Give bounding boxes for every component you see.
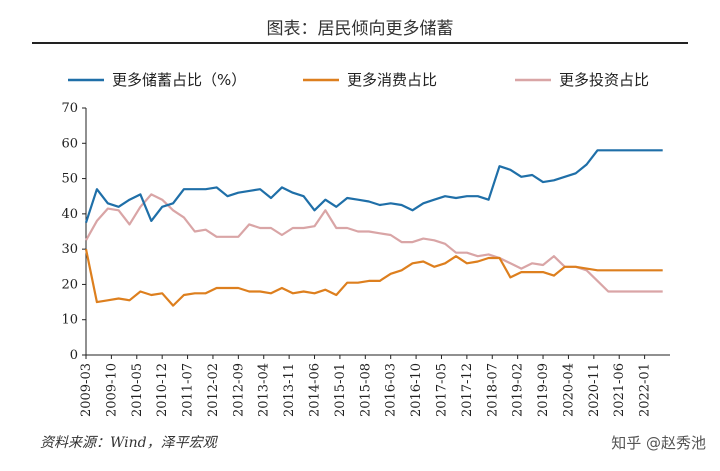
x-tick-label: 2016-03 (384, 363, 399, 417)
x-tick-label: 2020-04 (561, 363, 576, 417)
y-tick-label: 0 (70, 348, 78, 363)
x-tick-label: 2015-08 (358, 363, 373, 417)
series-lines (84, 149, 663, 307)
y-tick-label: 10 (61, 313, 78, 328)
legend: 更多储蓄占比（%） 更多消费占比 更多投资占比 (68, 71, 649, 89)
x-tick-label: 2012-09 (231, 363, 246, 417)
x-tick-label: 2010-12 (155, 363, 170, 417)
title-rule (32, 42, 688, 44)
x-tick-label: 2017-05 (434, 363, 449, 417)
x-tick-label: 2010-05 (130, 363, 145, 417)
series-line-1 (84, 149, 663, 224)
x-tick-label: 2019-02 (511, 363, 526, 417)
series-line-2 (84, 248, 663, 307)
x-tick-label: 2009-03 (79, 363, 94, 417)
chart-title: 图表：居民倾向更多储蓄 (266, 19, 454, 39)
x-tick-label: 2012-02 (206, 363, 221, 417)
y-tick-label: 20 (61, 277, 78, 292)
x-tick-label: 2022-01 (638, 363, 653, 417)
legend-label-3: 更多投资占比 (559, 71, 649, 89)
y-tick-label: 40 (61, 207, 78, 222)
x-tick-label: 2018-07 (485, 363, 500, 417)
legend-label-2: 更多消费占比 (347, 71, 437, 89)
x-tick-label: 2017-12 (460, 363, 475, 417)
y-tick-label: 70 (61, 101, 78, 116)
y-tick-label: 60 (61, 136, 78, 151)
x-tick-label: 2019-09 (536, 363, 551, 417)
x-tick-label: 2020-11 (587, 363, 602, 417)
x-tick-label: 2013-04 (257, 363, 272, 417)
axes: 0 10 20 30 40 50 60 70 2009-03 2009-10 2010-05 2010… (61, 101, 670, 417)
x-tick-label: 2014-06 (308, 363, 323, 417)
watermark: 知乎 @赵秀池 (611, 434, 706, 452)
y-tick-label: 30 (61, 242, 78, 257)
legend-label-1: 更多储蓄占比（%） (112, 71, 246, 89)
y-tick-label: 50 (61, 172, 78, 187)
x-tick-label: 2015-01 (333, 363, 348, 417)
x-tick-label: 2013-11 (282, 363, 297, 417)
x-tick-label: 2021-06 (612, 363, 627, 417)
source-note: 资料来源：Wind，泽平宏观 (40, 435, 217, 451)
x-tick-label: 2011-07 (181, 363, 196, 417)
series-line-3 (85, 193, 663, 293)
x-tick-label: 2009-10 (104, 363, 119, 417)
x-tick-label: 2016-10 (409, 363, 424, 417)
